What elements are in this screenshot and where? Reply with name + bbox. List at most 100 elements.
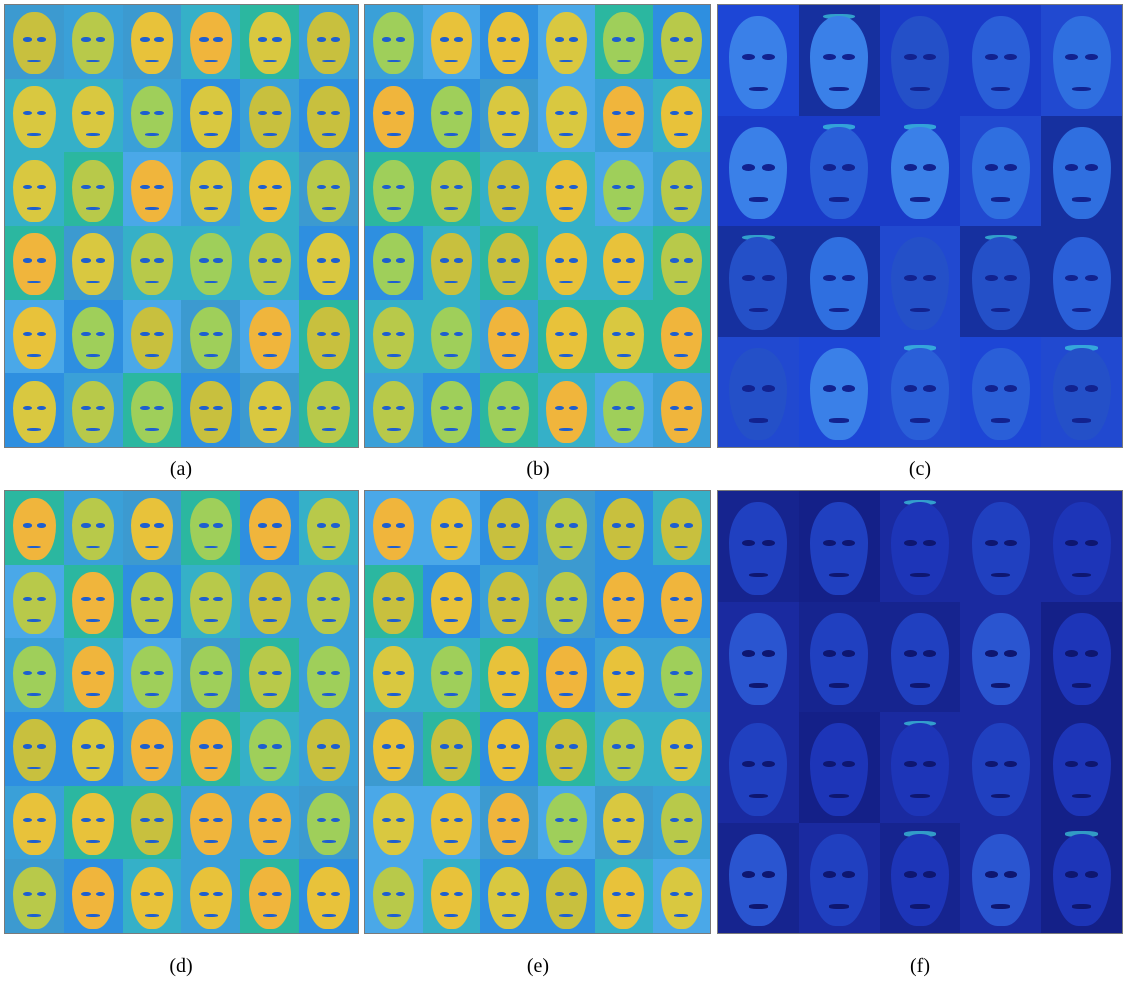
face-thumbnail-icon bbox=[537, 711, 595, 786]
mouth bbox=[203, 913, 218, 917]
mouth bbox=[559, 59, 574, 63]
face-thumbnail-icon bbox=[798, 5, 880, 116]
mouth bbox=[203, 133, 218, 137]
face-shape bbox=[660, 645, 702, 708]
face-shape bbox=[971, 16, 1030, 109]
face-thumbnail-icon bbox=[240, 299, 300, 374]
caption-c: (c) bbox=[908, 458, 932, 480]
eye-left bbox=[1065, 274, 1079, 282]
face-thumbnail-icon bbox=[798, 491, 880, 602]
eye-right bbox=[330, 405, 341, 411]
face-thumbnail-icon bbox=[537, 859, 595, 933]
face-thumbnail-icon bbox=[181, 491, 241, 565]
eye-right bbox=[511, 523, 521, 528]
eye-left bbox=[22, 332, 33, 337]
eye-right bbox=[923, 539, 937, 547]
face-thumbnail-icon bbox=[240, 638, 300, 712]
face-thumbnail-icon bbox=[798, 822, 880, 933]
eye-right bbox=[330, 818, 341, 823]
eye-right bbox=[1004, 274, 1017, 282]
face-thumbnail-icon bbox=[595, 373, 653, 447]
face-thumbnail-icon bbox=[960, 491, 1042, 602]
mouth bbox=[86, 133, 101, 137]
face-shape bbox=[971, 502, 1030, 595]
eye-right bbox=[396, 37, 406, 42]
eye-right bbox=[154, 111, 164, 116]
face-shape bbox=[13, 86, 56, 148]
mouth bbox=[321, 913, 336, 917]
face-thumbnail-icon bbox=[480, 785, 538, 860]
eye-left bbox=[316, 405, 327, 411]
mouth bbox=[86, 766, 101, 770]
eye-left bbox=[497, 744, 507, 749]
face-shape bbox=[307, 380, 350, 443]
eye-left bbox=[81, 258, 91, 263]
face-shape bbox=[72, 719, 115, 782]
face-thumbnail-icon bbox=[422, 785, 480, 860]
face-thumbnail-icon bbox=[122, 491, 182, 565]
face-shape bbox=[430, 719, 472, 782]
mouth bbox=[1071, 307, 1092, 313]
mouth bbox=[145, 692, 160, 696]
eye-right bbox=[761, 164, 775, 171]
eye-left bbox=[316, 523, 327, 528]
face-thumbnail-icon bbox=[595, 152, 653, 226]
face-shape bbox=[603, 719, 645, 782]
eye-right bbox=[1004, 650, 1017, 657]
mouth bbox=[321, 427, 336, 431]
eye-left bbox=[903, 274, 917, 282]
mouth bbox=[616, 59, 631, 63]
eye-left bbox=[612, 891, 622, 897]
face-thumbnail-icon bbox=[181, 373, 241, 447]
face-thumbnail-icon bbox=[122, 785, 182, 860]
mouth bbox=[616, 840, 631, 844]
eye-left bbox=[439, 332, 449, 337]
mouth bbox=[145, 840, 160, 844]
eye-right bbox=[842, 274, 856, 282]
eye-left bbox=[140, 670, 150, 676]
face-shape bbox=[248, 159, 291, 222]
face-thumbnail-icon bbox=[63, 638, 123, 712]
mouth bbox=[203, 206, 218, 210]
face-thumbnail-icon bbox=[365, 78, 423, 153]
face-shape bbox=[545, 498, 587, 561]
mouth bbox=[386, 59, 401, 63]
eye-left bbox=[140, 258, 150, 263]
eye-left bbox=[81, 523, 91, 528]
eye-left bbox=[257, 670, 268, 676]
face-thumbnail-icon bbox=[299, 564, 358, 639]
face-thumbnail-icon bbox=[5, 152, 64, 226]
caption-b: (b) bbox=[526, 458, 550, 480]
eye-right bbox=[396, 818, 406, 823]
face-shape bbox=[13, 233, 56, 296]
face-thumbnail-icon bbox=[240, 373, 300, 447]
eye-right bbox=[396, 523, 406, 528]
face-thumbnail-icon bbox=[422, 711, 480, 786]
eye-left bbox=[742, 164, 756, 171]
face-shape bbox=[890, 833, 950, 927]
mouth bbox=[559, 206, 574, 210]
face-shape bbox=[72, 572, 115, 634]
mouth bbox=[748, 418, 769, 423]
mouth bbox=[386, 280, 401, 284]
eye-right bbox=[213, 523, 223, 528]
mouth bbox=[86, 692, 101, 696]
face-shape bbox=[603, 307, 645, 369]
eye-right bbox=[568, 332, 578, 337]
eye-right bbox=[36, 111, 47, 116]
eye-right bbox=[330, 597, 341, 602]
face-thumbnail-icon bbox=[960, 822, 1042, 933]
mouth bbox=[262, 427, 277, 431]
mouth bbox=[386, 545, 401, 549]
mouth bbox=[501, 619, 516, 623]
face-shape bbox=[189, 233, 233, 296]
eye-left bbox=[257, 258, 268, 263]
face-thumbnail-icon bbox=[595, 78, 653, 153]
face-grid bbox=[365, 5, 710, 447]
eye-left bbox=[903, 871, 917, 878]
mouth bbox=[501, 692, 516, 696]
eye-right bbox=[683, 670, 693, 676]
mouth bbox=[444, 280, 459, 284]
face-shape bbox=[430, 645, 472, 708]
eye-right bbox=[511, 670, 521, 676]
